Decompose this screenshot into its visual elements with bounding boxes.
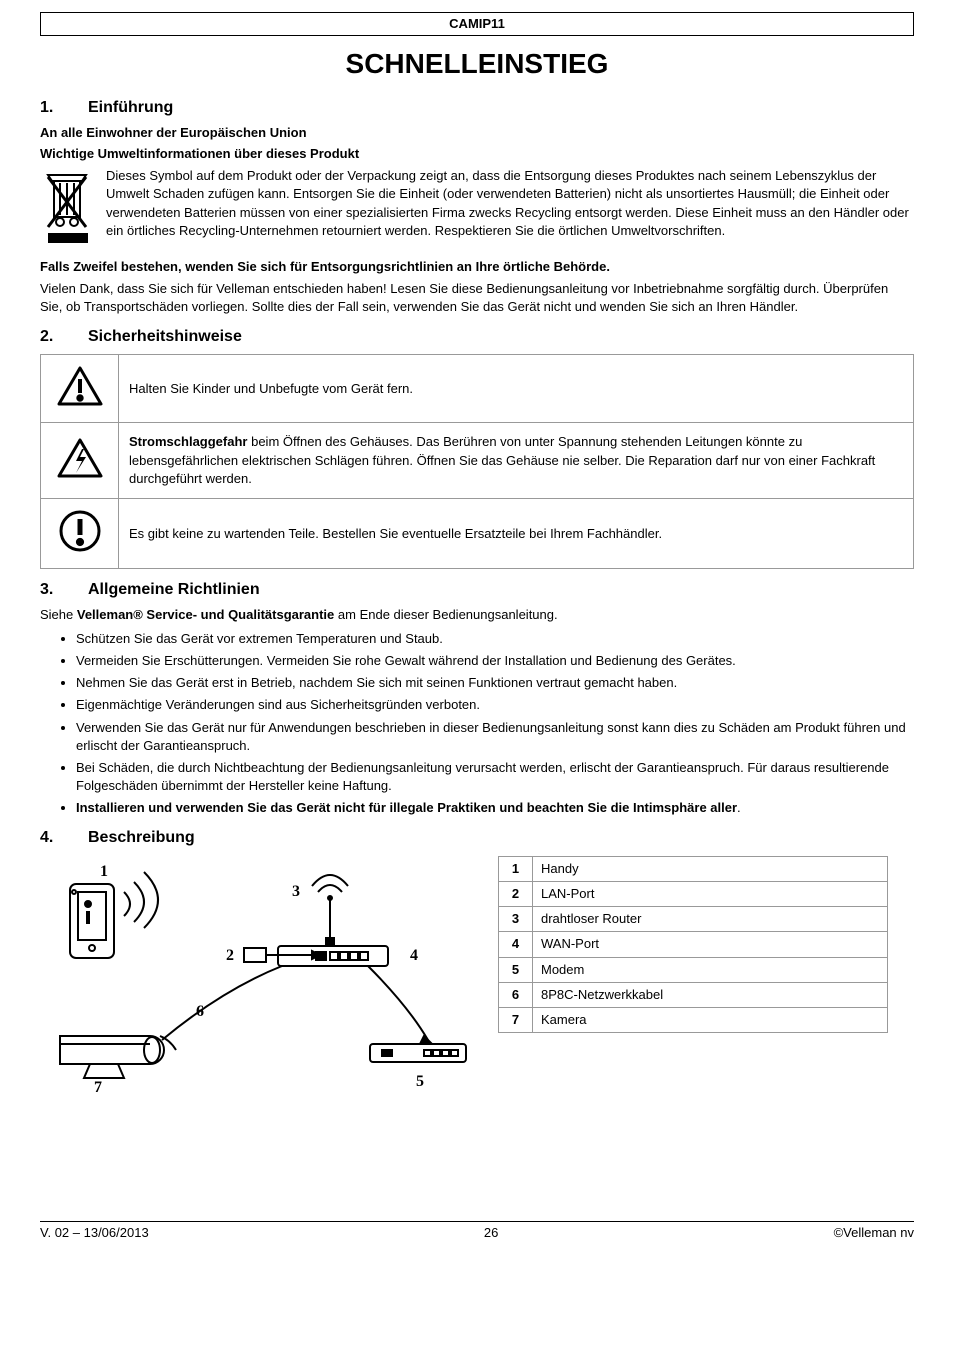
section-4-heading: 4.Beschreibung bbox=[40, 827, 914, 849]
list-item: Nehmen Sie das Gerät erst in Betrieb, na… bbox=[76, 674, 914, 692]
legend-num: 4 bbox=[499, 932, 533, 957]
diagram-label-3: 3 bbox=[292, 883, 300, 900]
s3-siehe-post: am Ende dieser Bedienungsanleitung. bbox=[334, 607, 557, 622]
legend-table: 1Handy 2LAN-Port 3drahtloser Router 4WAN… bbox=[498, 856, 888, 1033]
legend-label: WAN-Port bbox=[533, 932, 888, 957]
safety-table: Halten Sie Kinder und Unbefugte vom Gerä… bbox=[40, 354, 914, 569]
footer-right: ©Velleman nv bbox=[834, 1224, 914, 1242]
table-row: 1Handy bbox=[499, 856, 888, 881]
list-item-bold-suffix: . bbox=[737, 800, 741, 815]
header-product-box: CAMIP11 bbox=[40, 12, 914, 36]
description-row: 1 3 2 bbox=[40, 856, 914, 1101]
legend-num: 5 bbox=[499, 957, 533, 982]
electric-shock-icon bbox=[41, 423, 119, 499]
section-3-num: 3. bbox=[40, 579, 88, 601]
section-2-heading: 2.Sicherheitshinweise bbox=[40, 326, 914, 348]
legend-label: 8P8C-Netzwerkkabel bbox=[533, 982, 888, 1007]
diagram-label-1: 1 bbox=[100, 863, 108, 880]
legend-num: 1 bbox=[499, 856, 533, 881]
footer-left: V. 02 – 13/06/2013 bbox=[40, 1224, 149, 1242]
section-1-title: Einführung bbox=[88, 99, 173, 116]
section-3-heading: 3.Allgemeine Richtlinien bbox=[40, 579, 914, 601]
legend-num: 6 bbox=[499, 982, 533, 1007]
diagram-label-4: 4 bbox=[410, 947, 418, 964]
legend-num: 3 bbox=[499, 907, 533, 932]
weee-bin-icon bbox=[40, 169, 98, 254]
section-1-num: 1. bbox=[40, 97, 88, 119]
legend-label: LAN-Port bbox=[533, 882, 888, 907]
s1-sub1: An alle Einwohner der Europäischen Union bbox=[40, 124, 914, 142]
section-2-title: Sicherheitshinweise bbox=[88, 328, 242, 345]
product-code: CAMIP11 bbox=[449, 16, 505, 31]
section-2-num: 2. bbox=[40, 326, 88, 348]
safety-text-1: Halten Sie Kinder und Unbefugte vom Gerä… bbox=[119, 355, 914, 423]
safety-text-2: Stromschlaggefahr beim Öffnen des Gehäus… bbox=[119, 423, 914, 499]
legend-label: drahtloser Router bbox=[533, 907, 888, 932]
legend-label: Handy bbox=[533, 856, 888, 881]
info-circle-icon bbox=[41, 499, 119, 569]
list-item-bold-text: Installieren und verwenden Sie das Gerät… bbox=[76, 800, 737, 815]
diagram-label-5: 5 bbox=[416, 1073, 424, 1090]
connection-diagram: 1 3 2 bbox=[40, 856, 480, 1101]
weee-block: Dieses Symbol auf dem Produkt oder der V… bbox=[40, 167, 914, 254]
list-item: Verwenden Sie das Gerät nur für Anwendun… bbox=[76, 719, 914, 755]
page-footer: V. 02 – 13/06/2013 26 ©Velleman nv bbox=[40, 1221, 914, 1242]
main-title: SCHNELLEINSTIEG bbox=[40, 44, 914, 83]
legend-num: 7 bbox=[499, 1008, 533, 1033]
table-row: 7Kamera bbox=[499, 1008, 888, 1033]
footer-center: 26 bbox=[484, 1224, 498, 1242]
safety-text-2-lead: Stromschlaggefahr bbox=[129, 434, 247, 449]
list-item: Eigenmächtige Veränderungen sind aus Sic… bbox=[76, 696, 914, 714]
table-row: 3drahtloser Router bbox=[499, 907, 888, 932]
list-item-bold: Installieren und verwenden Sie das Gerät… bbox=[76, 799, 914, 817]
legend-num: 2 bbox=[499, 882, 533, 907]
table-row: 5Modem bbox=[499, 957, 888, 982]
section-4-num: 4. bbox=[40, 827, 88, 849]
table-row: Es gibt keine zu wartenden Teile. Bestel… bbox=[41, 499, 914, 569]
diagram-label-2: 2 bbox=[226, 947, 234, 964]
section-4-title: Beschreibung bbox=[88, 829, 195, 846]
warning-triangle-icon bbox=[41, 355, 119, 423]
table-row: 4WAN-Port bbox=[499, 932, 888, 957]
table-row: Stromschlaggefahr beim Öffnen des Gehäus… bbox=[41, 423, 914, 499]
table-row: 68P8C-Netzwerkkabel bbox=[499, 982, 888, 1007]
s1-sub2: Wichtige Umweltinformationen über dieses… bbox=[40, 145, 914, 163]
s3-siehe-bold: Velleman® Service- und Qualitätsgarantie bbox=[77, 607, 334, 622]
section-1-heading: 1.Einführung bbox=[40, 97, 914, 119]
s1-zweifel: Falls Zweifel bestehen, wenden Sie sich … bbox=[40, 258, 914, 276]
list-item: Vermeiden Sie Erschütterungen. Vermeiden… bbox=[76, 652, 914, 670]
s3-siehe-pre: Siehe bbox=[40, 607, 77, 622]
diagram-label-6: 6 bbox=[196, 1003, 204, 1020]
safety-text-3: Es gibt keine zu wartenden Teile. Bestel… bbox=[119, 499, 914, 569]
legend-label: Kamera bbox=[533, 1008, 888, 1033]
weee-text: Dieses Symbol auf dem Produkt oder der V… bbox=[106, 167, 914, 240]
list-item: Schützen Sie das Gerät vor extremen Temp… bbox=[76, 630, 914, 648]
guidelines-list: Schützen Sie das Gerät vor extremen Temp… bbox=[76, 630, 914, 818]
s1-thanks: Vielen Dank, dass Sie sich für Velleman … bbox=[40, 280, 914, 316]
legend-col: 1Handy 2LAN-Port 3drahtloser Router 4WAN… bbox=[498, 856, 888, 1033]
table-row: 2LAN-Port bbox=[499, 882, 888, 907]
table-row: Halten Sie Kinder und Unbefugte vom Gerä… bbox=[41, 355, 914, 423]
s3-siehe: Siehe Velleman® Service- und Qualitätsga… bbox=[40, 606, 914, 624]
list-item: Bei Schäden, die durch Nichtbeachtung de… bbox=[76, 759, 914, 795]
section-3-title: Allgemeine Richtlinien bbox=[88, 581, 260, 598]
legend-label: Modem bbox=[533, 957, 888, 982]
diagram-label-7: 7 bbox=[94, 1079, 102, 1096]
